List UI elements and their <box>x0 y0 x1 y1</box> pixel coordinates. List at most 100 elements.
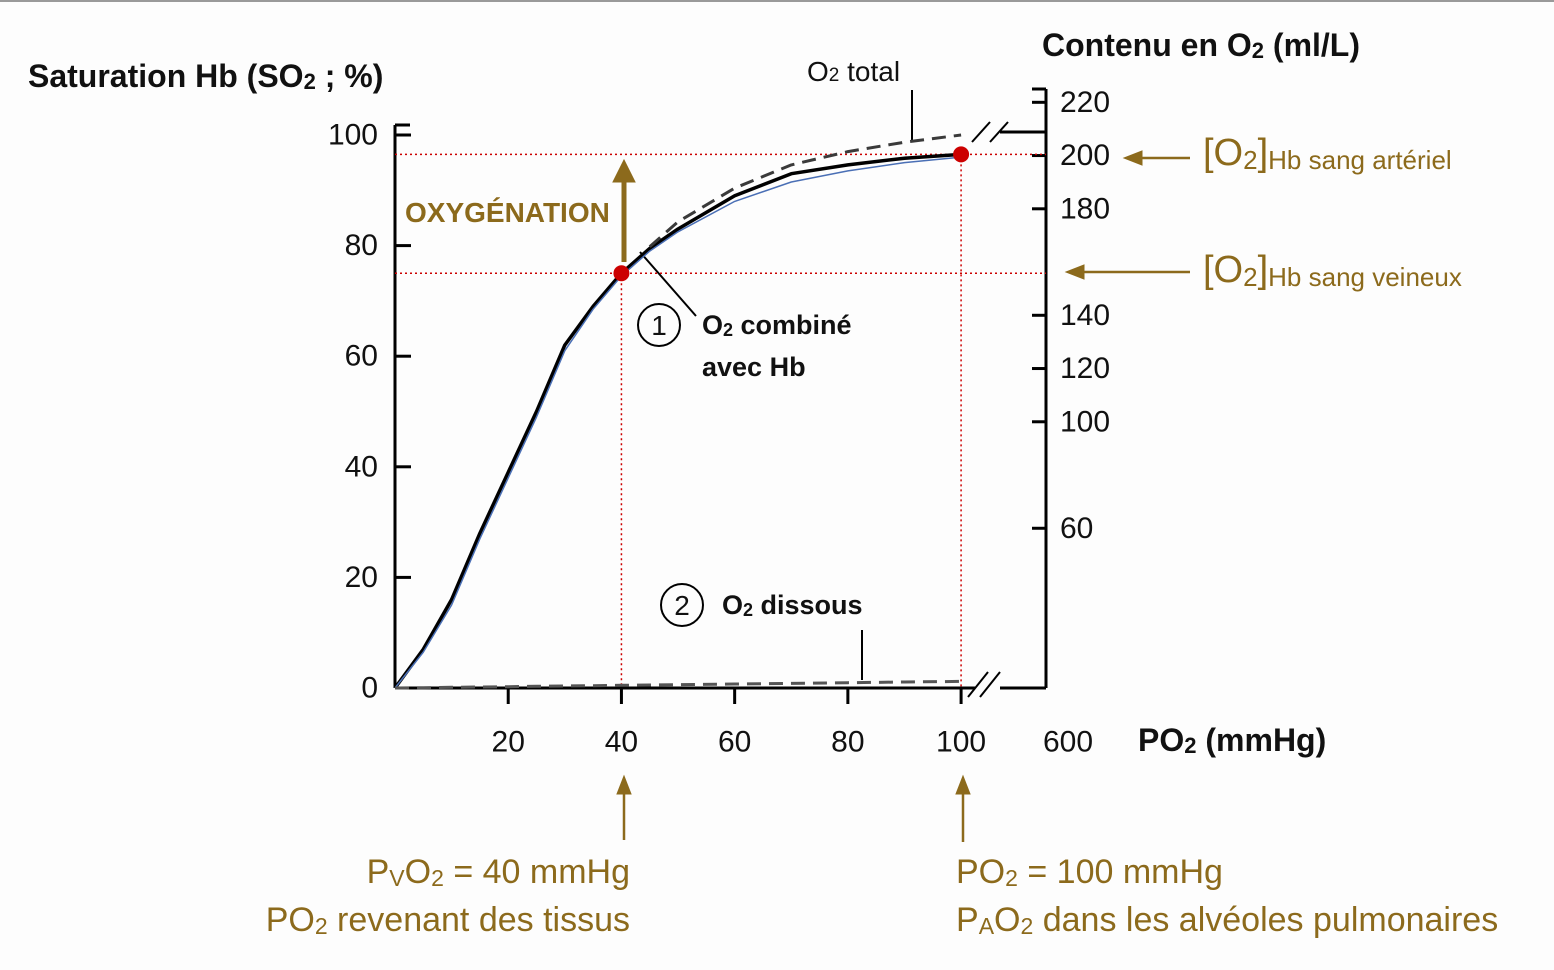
arrow-head <box>955 774 971 795</box>
annotation: PO2 = 100 mmHg <box>956 853 1223 891</box>
subscript: 2 <box>743 600 753 620</box>
arrow-head <box>1064 264 1085 280</box>
arrow-head <box>1122 150 1143 166</box>
y-tick-label: 40 <box>345 450 378 483</box>
subscript: 2 <box>1243 262 1257 292</box>
text-part: (ml/L) <box>1264 27 1360 63</box>
subscript: V <box>389 865 405 891</box>
subscript: 2 <box>1252 38 1264 63</box>
y-tick-label: 0 <box>361 672 378 705</box>
leaders <box>637 90 913 680</box>
text-part: = 100 mmHg <box>1018 853 1223 891</box>
y2-tick-label: 100 <box>1060 405 1110 438</box>
text-part: PO <box>1138 722 1184 758</box>
y2-axis-label: Contenu en O2 (ml/L) <box>1042 27 1360 63</box>
y-tick-label: 80 <box>345 229 378 262</box>
leader-line <box>639 251 697 317</box>
curve <box>393 152 962 690</box>
subscript: 2 <box>1243 145 1257 175</box>
text-part: avec Hb <box>702 352 806 382</box>
text-part: revenant des tissus <box>328 901 630 939</box>
annotation: [O2]Hb sang veineux <box>1203 249 1462 292</box>
subscript: Hb sang artériel <box>1268 145 1452 175</box>
subscript: 2 <box>1184 733 1196 758</box>
text-part: O <box>405 853 431 891</box>
curve-break <box>989 121 1009 143</box>
y2-tick-label: 140 <box>1060 299 1110 332</box>
arrow-head <box>612 158 636 183</box>
text-part: O <box>807 56 829 87</box>
arrows <box>612 150 1190 842</box>
y2-tick-label: 220 <box>1060 86 1110 119</box>
annotation: PO2 revenant des tissus <box>266 901 630 939</box>
annotation: O2 combiné <box>702 310 852 340</box>
curve-break <box>971 121 991 143</box>
x-tick-label: 80 <box>831 726 864 759</box>
text-part: PO <box>956 853 1005 891</box>
text-part: combiné <box>733 310 852 340</box>
text-part: Contenu en O <box>1042 27 1252 63</box>
annotation: OXYGÉNATION <box>405 197 610 228</box>
text-part: [O <box>1203 132 1243 174</box>
subscript: 2 <box>1020 913 1033 939</box>
x-tick-label: 40 <box>605 726 638 759</box>
subscript: 2 <box>431 865 444 891</box>
text-part: ] <box>1258 249 1269 291</box>
annotation: avec Hb <box>702 352 806 382</box>
annotation-number: 1 <box>651 310 667 341</box>
curve <box>394 679 962 690</box>
number-circle <box>637 303 681 347</box>
subscript: 2 <box>829 65 840 86</box>
subscript: Hb sang veineux <box>1268 262 1462 292</box>
x-break-label: 600 <box>1043 726 1093 759</box>
y2-tick-label: 60 <box>1060 512 1093 545</box>
text-part: P <box>367 853 390 891</box>
text-part: 2 <box>674 590 690 621</box>
x-axis-label: PO2 (mmHg) <box>1138 722 1326 758</box>
marker-point <box>613 265 630 282</box>
y2-tick-label: 120 <box>1060 352 1110 385</box>
plot: 0 20 40 60 80 100 60 100 120 140 180 200 220 20 40 60 80… <box>28 27 1498 939</box>
text-part: = 40 mmHg <box>444 853 630 891</box>
text-part: OXYGÉNATION <box>405 197 610 228</box>
text-part: 1 <box>651 310 667 341</box>
y2-tick-label: 200 <box>1060 139 1110 172</box>
annotation: [O2]Hb sang artériel <box>1203 132 1452 175</box>
x-tick-label: 100 <box>936 726 986 759</box>
subscript: 2 <box>1005 865 1018 891</box>
text-part: total <box>839 56 900 87</box>
x-tick-label: 20 <box>492 726 525 759</box>
curve <box>394 156 962 689</box>
text-part: O <box>994 901 1020 939</box>
y-axis-label: Saturation Hb (SO2 ; %) <box>28 58 383 94</box>
annotation: O2 dissous <box>722 590 863 620</box>
subscript: 2 <box>315 913 328 939</box>
text-part: O <box>722 590 743 620</box>
curve <box>648 133 962 248</box>
arrow-head <box>616 774 632 795</box>
y-tick-label: 20 <box>345 561 378 594</box>
subscript: 2 <box>723 320 733 340</box>
text-part: (mmHg) <box>1196 722 1326 758</box>
text-part: Saturation Hb (SO <box>28 58 304 94</box>
text-part: PO <box>266 901 315 939</box>
annotation: O2 total <box>807 56 900 87</box>
text-part: dissous <box>753 590 863 620</box>
text-part: ; %) <box>316 58 384 94</box>
y-tick-label: 60 <box>345 340 378 373</box>
marker-point <box>953 146 970 163</box>
subscript: A <box>979 913 995 939</box>
annotation: PVO2 = 40 mmHg <box>367 853 630 891</box>
y2-tick-label: 180 <box>1060 192 1110 225</box>
axis-break <box>967 671 989 698</box>
text-part: dans les alvéoles pulmonaires <box>1033 901 1498 939</box>
number-circle <box>660 583 704 627</box>
axes <box>393 87 1048 698</box>
axis-break <box>979 671 1001 698</box>
text-part: P <box>956 901 979 939</box>
text-part: O <box>702 310 723 340</box>
text-part: ] <box>1258 132 1269 174</box>
subscript: 2 <box>304 69 316 94</box>
